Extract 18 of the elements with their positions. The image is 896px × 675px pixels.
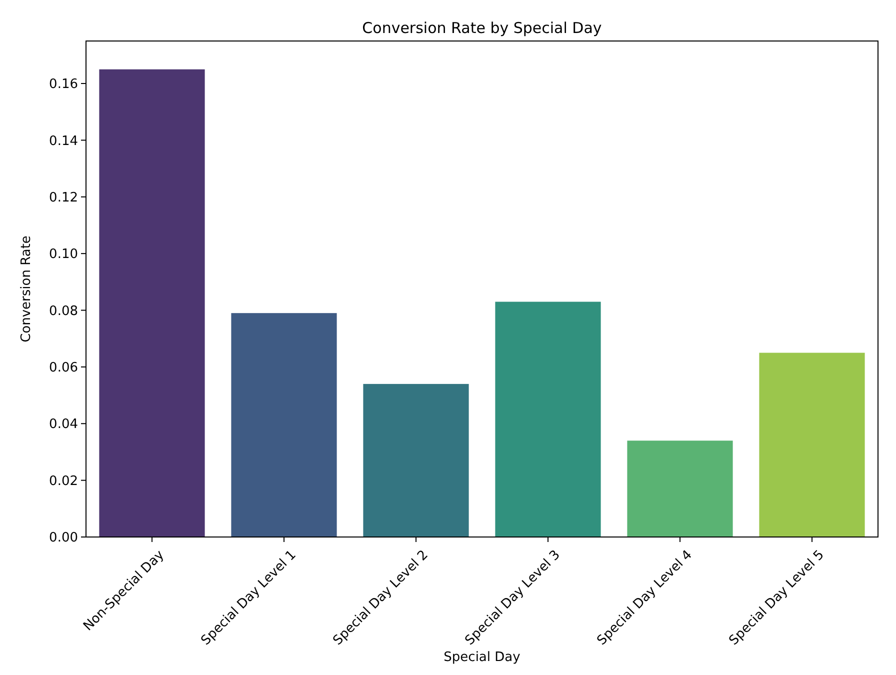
bar xyxy=(759,352,865,537)
y-tick-label: 0.02 xyxy=(49,474,78,489)
bar xyxy=(231,313,337,537)
y-tick-label: 0.16 xyxy=(49,77,78,92)
bar xyxy=(627,440,733,537)
y-tick-label: 0.06 xyxy=(49,360,78,376)
y-tick-label: 0.12 xyxy=(49,190,78,206)
y-axis-title: Conversion Rate xyxy=(19,236,34,342)
bar xyxy=(99,69,205,537)
x-axis-title: Special Day xyxy=(444,650,521,665)
y-tick-label: 0.08 xyxy=(49,304,78,319)
y-tick-label: 0.04 xyxy=(49,417,78,432)
y-tick-label: 0.10 xyxy=(49,247,78,262)
bar xyxy=(495,302,601,537)
y-tick-label: 0.14 xyxy=(49,134,78,149)
chart-title: Conversion Rate by Special Day xyxy=(362,19,602,37)
y-tick-label: 0.00 xyxy=(49,530,78,546)
bar xyxy=(363,384,469,537)
